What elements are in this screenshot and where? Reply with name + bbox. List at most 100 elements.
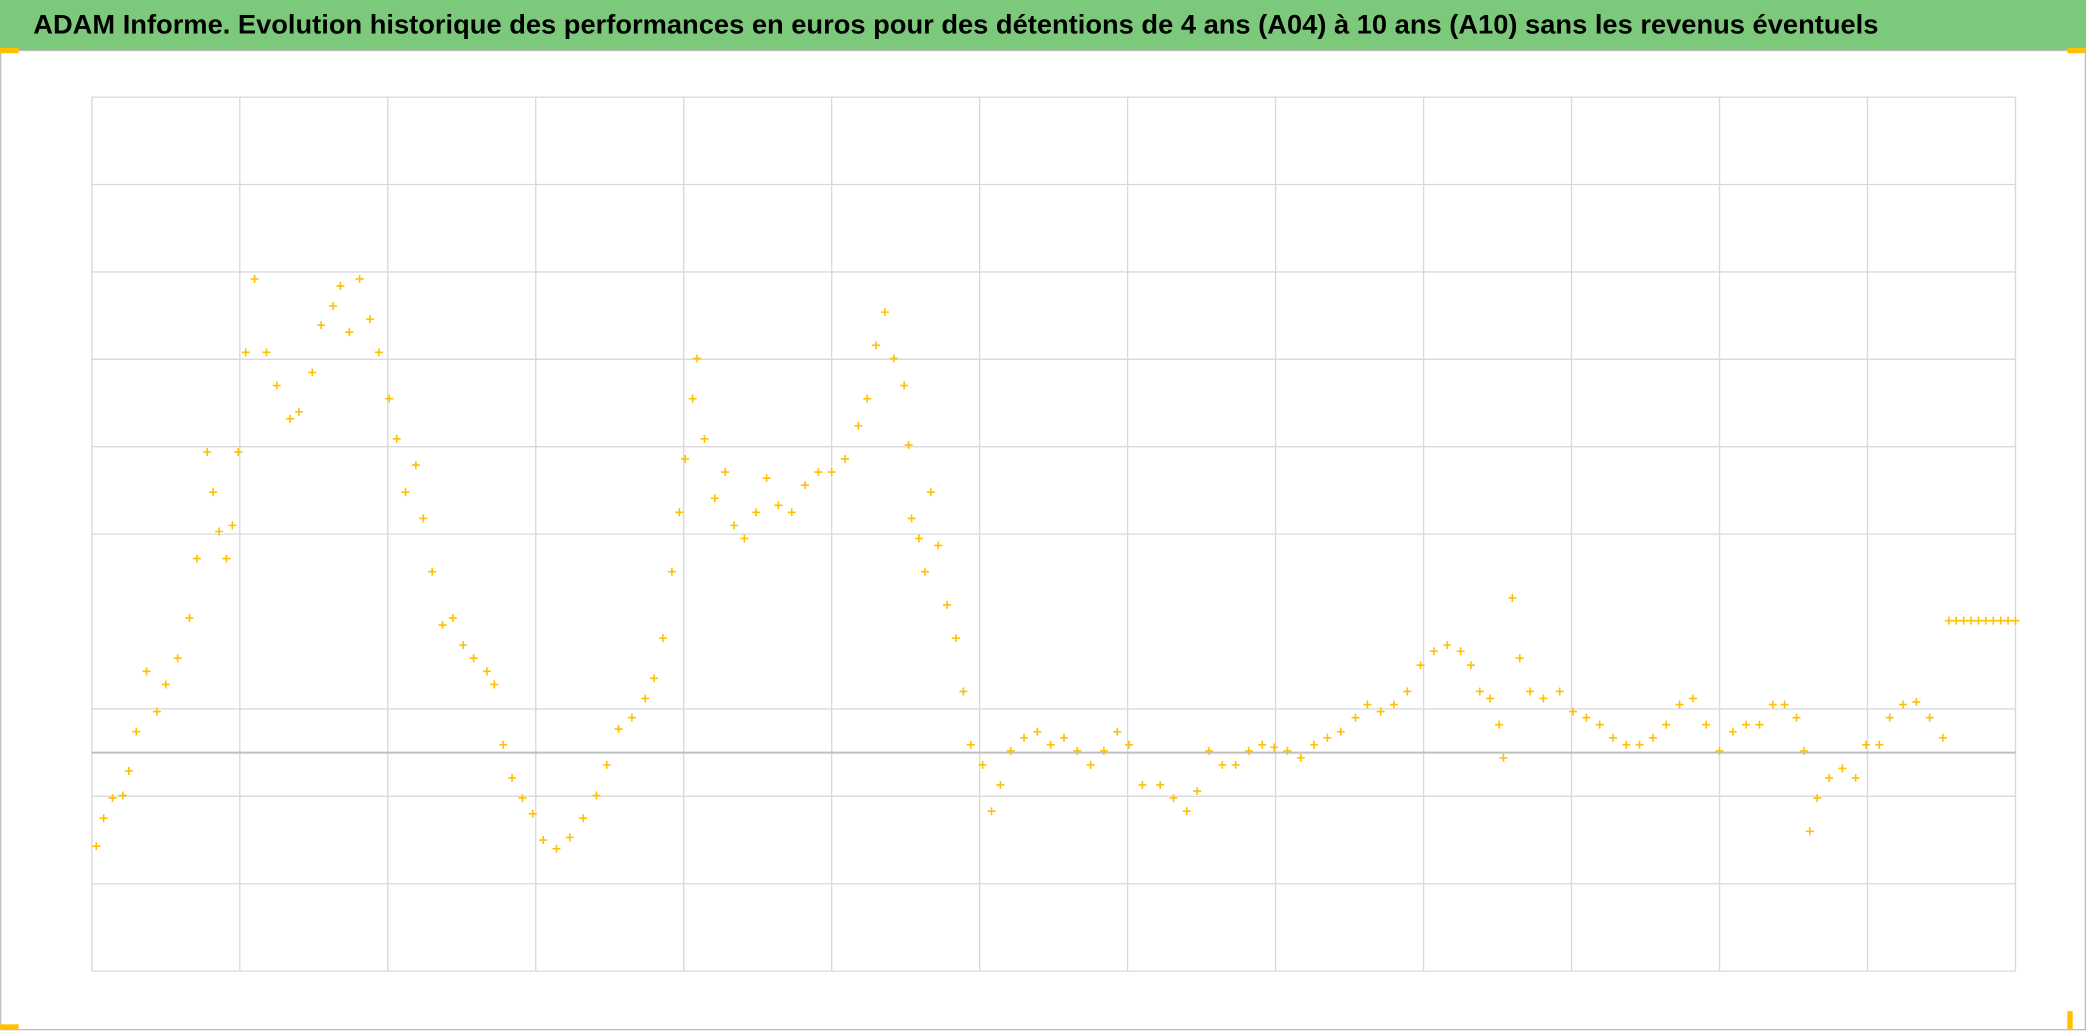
- data-point: [317, 321, 326, 330]
- data-point: [987, 807, 996, 816]
- chart-border: [0, 49, 2086, 1031]
- data-point: [943, 600, 952, 609]
- data-point: [841, 454, 849, 463]
- data-point: [1475, 687, 1484, 696]
- data-point: [1989, 616, 1998, 625]
- data-point: [762, 474, 771, 483]
- data-point: [428, 567, 437, 576]
- data-point: [659, 634, 667, 643]
- data-point: [710, 494, 719, 503]
- data-point: [209, 488, 218, 497]
- data-point: [1283, 746, 1292, 755]
- data-point: [1851, 773, 1860, 782]
- data-point: [752, 508, 761, 517]
- data-point: [1805, 827, 1814, 836]
- data-point: [329, 302, 338, 310]
- corner-mark: [0, 47, 19, 54]
- data-point: [185, 614, 194, 623]
- data-point: [1323, 733, 1332, 742]
- data-point: [1959, 616, 1968, 625]
- data-point: [1495, 720, 1504, 729]
- data-point: [286, 414, 295, 423]
- data-point: [1702, 720, 1711, 729]
- data-point: [1429, 647, 1438, 656]
- data-point: [1555, 687, 1564, 696]
- data-point: [1086, 760, 1095, 769]
- data-point: [579, 814, 588, 823]
- data-point: [1996, 616, 2005, 625]
- data-point: [366, 315, 374, 324]
- data-point: [192, 554, 201, 563]
- data-point: [272, 381, 281, 390]
- data-point: [614, 725, 623, 734]
- data-point: [787, 508, 796, 517]
- data-point: [872, 341, 881, 350]
- data-point: [1182, 807, 1191, 816]
- data-point: [1768, 700, 1777, 709]
- data-point: [1156, 780, 1165, 789]
- data-point: [1169, 794, 1178, 803]
- data-point: [1389, 700, 1398, 709]
- data-point: [1825, 773, 1834, 782]
- data-point: [592, 791, 601, 800]
- data-point: [1728, 727, 1737, 736]
- data-point: [730, 521, 739, 530]
- data-point: [914, 534, 923, 543]
- data-point: [1515, 654, 1524, 663]
- data-point: [392, 434, 401, 443]
- data-point: [528, 809, 537, 818]
- data-point: [904, 440, 913, 449]
- data-point: [222, 554, 231, 563]
- data-point: [161, 680, 170, 689]
- data-point: [1403, 687, 1412, 696]
- data-point: [1792, 713, 1801, 722]
- data-point: [1125, 740, 1134, 749]
- data-point: [1270, 743, 1279, 752]
- data-point: [1608, 733, 1617, 742]
- data-point: [490, 680, 499, 689]
- data-point: [978, 760, 987, 769]
- data-point: [1675, 700, 1684, 709]
- data-point: [1499, 753, 1508, 762]
- data-point: [1952, 616, 1961, 625]
- data-point: [228, 521, 237, 530]
- data-point: [650, 674, 659, 683]
- data-point: [250, 274, 259, 283]
- data-point: [1813, 794, 1822, 803]
- data-point: [602, 760, 611, 769]
- corner-mark: [2067, 47, 2086, 54]
- data-point: [401, 488, 410, 497]
- data-point: [863, 394, 872, 403]
- data-point: [1205, 746, 1214, 755]
- data-point: [1046, 740, 1055, 749]
- data-point: [1635, 740, 1644, 749]
- data-point: [1020, 733, 1029, 742]
- data-point: [99, 814, 108, 823]
- data-point: [1875, 740, 1884, 749]
- data-point: [1944, 616, 1953, 625]
- data-point: [1073, 746, 1082, 755]
- data-point: [1938, 733, 1947, 742]
- data-point: [132, 727, 141, 736]
- data-point: [234, 447, 243, 456]
- title-bar: [0, 0, 2086, 51]
- data-point: [667, 567, 676, 576]
- data-point: [385, 394, 394, 403]
- data-point: [1742, 720, 1751, 729]
- data-point: [345, 328, 354, 337]
- grid: [91, 96, 2017, 972]
- data-point: [693, 354, 702, 363]
- data-point: [1838, 764, 1847, 773]
- data-point: [124, 766, 133, 775]
- data-point: [700, 434, 709, 443]
- data-point: [1648, 733, 1657, 742]
- data-point: [1310, 740, 1319, 749]
- data-point: [142, 667, 151, 676]
- data-point: [419, 514, 428, 523]
- data-point: [627, 713, 636, 722]
- data-point: [203, 447, 212, 456]
- data-point: [539, 836, 548, 845]
- data-point: [801, 481, 810, 490]
- data-point: [108, 794, 117, 803]
